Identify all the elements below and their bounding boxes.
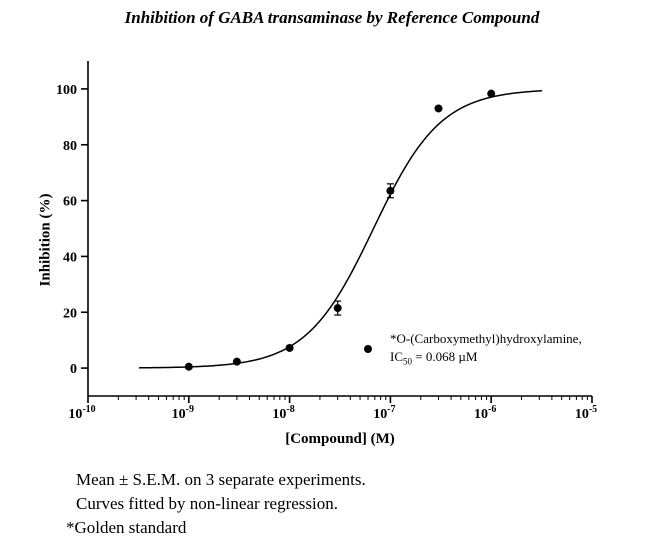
x-tick-label: 10-6 (474, 404, 496, 422)
data-point (184, 362, 193, 371)
y-axis-label: Inhibition (%) (37, 193, 54, 287)
legend-text: *O-(Carboxymethyl)hydroxylamine, IC50 = … (390, 330, 582, 371)
footnote-sem: Mean ± S.E.M. on 3 separate experiments. (76, 470, 366, 489)
fit-curve (138, 90, 543, 369)
footnotes: Mean ± S.E.M. on 3 separate experiments.… (66, 468, 366, 540)
x-tick-label: 10-9 (172, 404, 194, 422)
chart-title: Inhibition of GABA transaminase by Refer… (124, 8, 540, 27)
data-point (285, 343, 294, 352)
data-point (232, 357, 241, 366)
x-tick-label: 10-7 (373, 404, 395, 422)
data-point (333, 304, 342, 313)
x-axis-label: [Compound] (M) (285, 431, 395, 447)
x-tick-label: 10-8 (272, 404, 294, 422)
y-tick-label: 80 (63, 139, 77, 154)
y-tick-label: 60 (63, 195, 77, 210)
y-tick-label: 40 (63, 250, 77, 265)
fit-curve-layer (138, 90, 543, 369)
legend-ic50: IC50 = 0.068 µM (390, 348, 582, 371)
axes: 0 20 40 60 80 100 10-10 10-9 10-8 10-7 10-6 10-5 (56, 61, 597, 422)
data-point (487, 89, 496, 98)
y-tick-label: 20 (63, 306, 77, 321)
legend-ic-prefix: IC (390, 349, 403, 364)
x-tick-label: 10-10 (68, 404, 95, 422)
footnote-standard: *Golden standard (66, 518, 187, 537)
legend-marker (364, 345, 372, 353)
data-point (434, 104, 443, 113)
legend-series-name: *O-(Carboxymethyl)hydroxylamine, (390, 331, 582, 346)
legend-ic-value: = 0.068 µM (412, 349, 478, 364)
data-points-layer (184, 89, 496, 371)
y-tick-label: 0 (70, 362, 77, 377)
footnote-fit: Curves fitted by non-linear regression. (76, 494, 339, 513)
legend-ic-sub: 50 (403, 356, 412, 367)
data-point (386, 186, 395, 195)
x-tick-label: 10-5 (575, 404, 597, 422)
y-tick-label: 100 (56, 83, 77, 98)
